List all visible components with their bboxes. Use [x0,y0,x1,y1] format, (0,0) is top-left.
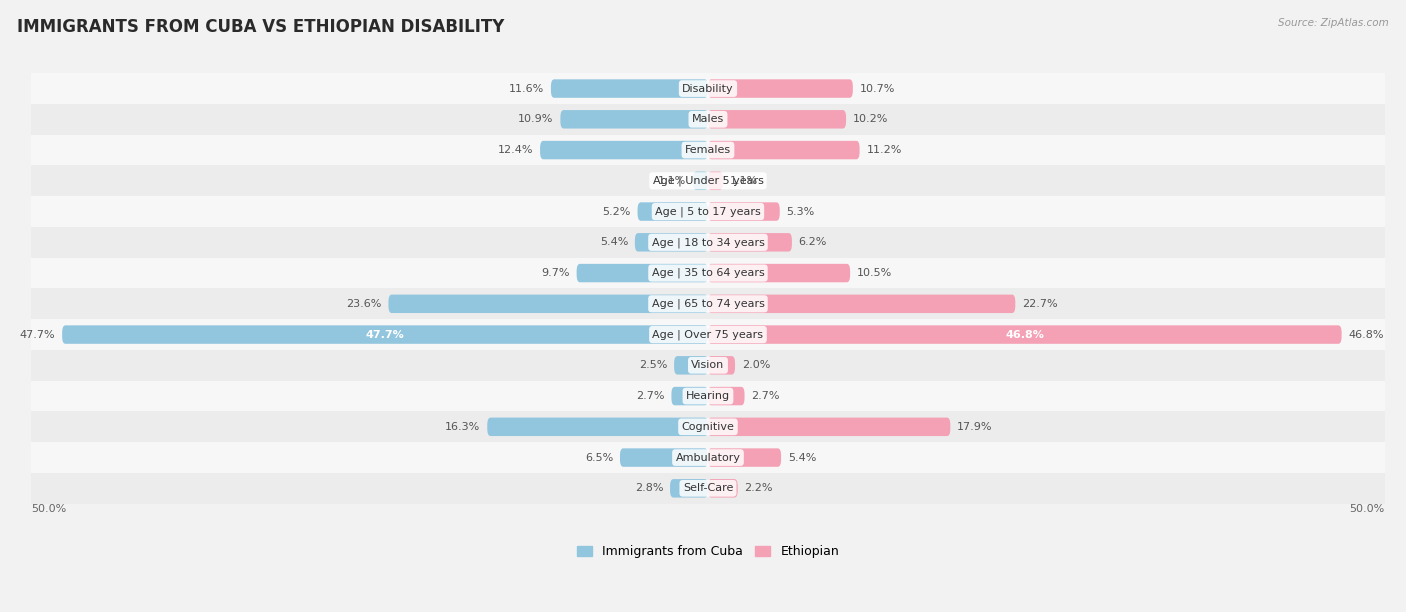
Bar [31,227,1385,258]
Text: 22.7%: 22.7% [1022,299,1057,309]
Text: 5.2%: 5.2% [602,207,631,217]
FancyBboxPatch shape [576,264,709,282]
FancyBboxPatch shape [709,264,851,282]
Text: 50.0%: 50.0% [1350,504,1385,514]
Text: Age | Under 5 years: Age | Under 5 years [652,176,763,186]
Text: 10.7%: 10.7% [859,84,896,94]
FancyBboxPatch shape [709,141,859,159]
FancyBboxPatch shape [709,356,735,375]
Bar [31,350,1385,381]
Text: 46.8%: 46.8% [1005,330,1045,340]
Text: Age | 5 to 17 years: Age | 5 to 17 years [655,206,761,217]
FancyBboxPatch shape [671,479,709,498]
Text: 2.7%: 2.7% [636,391,665,401]
FancyBboxPatch shape [672,387,709,405]
Text: 17.9%: 17.9% [957,422,993,432]
Text: Males: Males [692,114,724,124]
FancyBboxPatch shape [636,233,709,252]
Text: 11.2%: 11.2% [866,145,901,155]
FancyBboxPatch shape [709,387,745,405]
Text: 23.6%: 23.6% [346,299,381,309]
Bar [31,411,1385,442]
Text: 10.5%: 10.5% [856,268,893,278]
Text: 1.1%: 1.1% [658,176,686,186]
FancyBboxPatch shape [709,449,782,467]
FancyBboxPatch shape [709,171,723,190]
Text: 50.0%: 50.0% [31,504,66,514]
Text: 10.9%: 10.9% [519,114,554,124]
Text: 47.7%: 47.7% [366,330,405,340]
Text: 9.7%: 9.7% [541,268,569,278]
FancyBboxPatch shape [709,233,792,252]
Text: 5.4%: 5.4% [787,453,817,463]
FancyBboxPatch shape [673,356,709,375]
FancyBboxPatch shape [540,141,709,159]
FancyBboxPatch shape [488,417,709,436]
FancyBboxPatch shape [693,171,709,190]
Bar [31,288,1385,319]
FancyBboxPatch shape [709,417,950,436]
Text: Vision: Vision [692,360,724,370]
FancyBboxPatch shape [709,294,1015,313]
Bar [31,165,1385,196]
Text: 2.8%: 2.8% [634,483,664,493]
Text: Ambulatory: Ambulatory [675,453,741,463]
Text: 1.1%: 1.1% [730,176,758,186]
Text: 46.8%: 46.8% [1348,330,1384,340]
FancyBboxPatch shape [388,294,709,313]
Text: Age | 18 to 34 years: Age | 18 to 34 years [651,237,765,248]
Text: Disability: Disability [682,84,734,94]
Text: 5.4%: 5.4% [600,237,628,247]
FancyBboxPatch shape [709,203,780,221]
Text: 6.5%: 6.5% [585,453,613,463]
Bar [31,135,1385,165]
Text: 12.4%: 12.4% [498,145,533,155]
Text: Age | 35 to 64 years: Age | 35 to 64 years [651,268,765,278]
FancyBboxPatch shape [709,326,1341,344]
FancyBboxPatch shape [561,110,709,129]
Text: Age | Over 75 years: Age | Over 75 years [652,329,763,340]
Bar [31,442,1385,473]
Text: 5.3%: 5.3% [786,207,814,217]
Text: Hearing: Hearing [686,391,730,401]
FancyBboxPatch shape [637,203,709,221]
Text: 2.5%: 2.5% [638,360,668,370]
Text: 6.2%: 6.2% [799,237,827,247]
Text: IMMIGRANTS FROM CUBA VS ETHIOPIAN DISABILITY: IMMIGRANTS FROM CUBA VS ETHIOPIAN DISABI… [17,18,505,36]
Bar [31,381,1385,411]
Bar [31,73,1385,104]
Bar [31,104,1385,135]
FancyBboxPatch shape [551,80,709,98]
Bar [31,258,1385,288]
FancyBboxPatch shape [62,326,709,344]
Text: Age | 65 to 74 years: Age | 65 to 74 years [651,299,765,309]
Text: 10.2%: 10.2% [853,114,889,124]
FancyBboxPatch shape [709,80,853,98]
FancyBboxPatch shape [620,449,709,467]
Text: 2.7%: 2.7% [751,391,780,401]
Text: 11.6%: 11.6% [509,84,544,94]
Text: 2.0%: 2.0% [742,360,770,370]
Bar [31,319,1385,350]
Legend: Immigrants from Cuba, Ethiopian: Immigrants from Cuba, Ethiopian [572,540,844,563]
Text: 2.2%: 2.2% [745,483,773,493]
Text: Females: Females [685,145,731,155]
Text: Source: ZipAtlas.com: Source: ZipAtlas.com [1278,18,1389,28]
FancyBboxPatch shape [709,110,846,129]
Text: 16.3%: 16.3% [446,422,481,432]
Text: 47.7%: 47.7% [20,330,55,340]
Bar [31,196,1385,227]
Bar [31,473,1385,504]
FancyBboxPatch shape [709,479,738,498]
Text: Self-Care: Self-Care [683,483,733,493]
Text: Cognitive: Cognitive [682,422,734,432]
